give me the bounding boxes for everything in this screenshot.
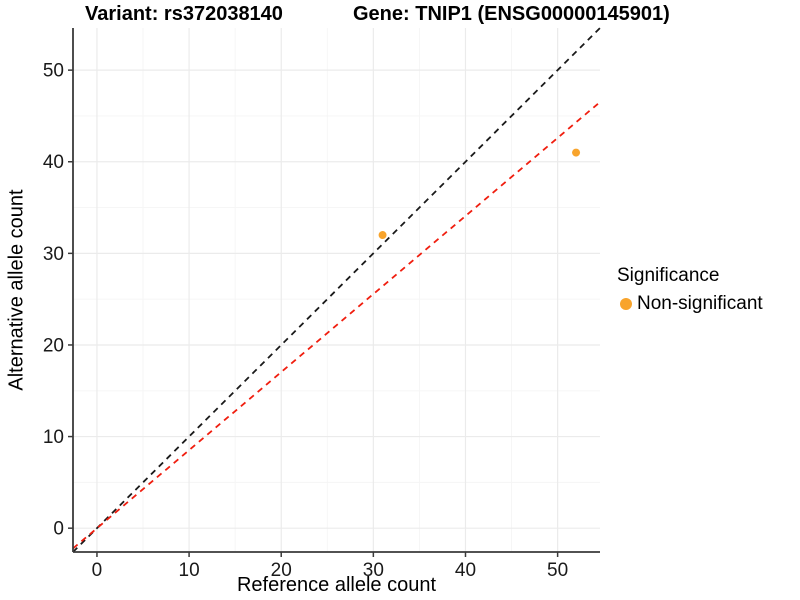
y-tick-label: 40 bbox=[43, 152, 64, 173]
y-axis-title: Alternative allele count bbox=[5, 189, 28, 391]
legend-title: Significance bbox=[617, 265, 720, 286]
x-tick-label: 40 bbox=[455, 560, 476, 581]
variant-title: Variant: rs372038140 bbox=[85, 3, 283, 25]
y-tick-label: 20 bbox=[43, 335, 64, 356]
data-point bbox=[378, 231, 387, 240]
x-axis-title: Reference allele count bbox=[236, 574, 436, 596]
legend-item-non-significant: Non-significant bbox=[617, 293, 763, 315]
legend-key-dot bbox=[620, 298, 632, 310]
fitted-ratio-line bbox=[72, 101, 601, 550]
y-tick-label: 0 bbox=[53, 519, 64, 540]
x-tick-label: 50 bbox=[547, 560, 568, 581]
x-tick-label: 20 bbox=[271, 560, 292, 581]
y-tick-label: 50 bbox=[43, 61, 64, 82]
identity-line bbox=[72, 27, 601, 553]
data-point bbox=[572, 148, 581, 157]
x-tick-label: 0 bbox=[92, 560, 103, 581]
x-tick-label: 30 bbox=[363, 560, 384, 581]
y-tick-label: 10 bbox=[43, 427, 64, 448]
legend-item-label: Non-significant bbox=[637, 293, 763, 314]
legend: Significance Non-significant bbox=[617, 265, 763, 315]
x-tick-label: 10 bbox=[179, 560, 200, 581]
y-tick-label: 30 bbox=[43, 244, 64, 265]
gene-title: Gene: TNIP1 (ENSG00000145901) bbox=[353, 3, 670, 25]
